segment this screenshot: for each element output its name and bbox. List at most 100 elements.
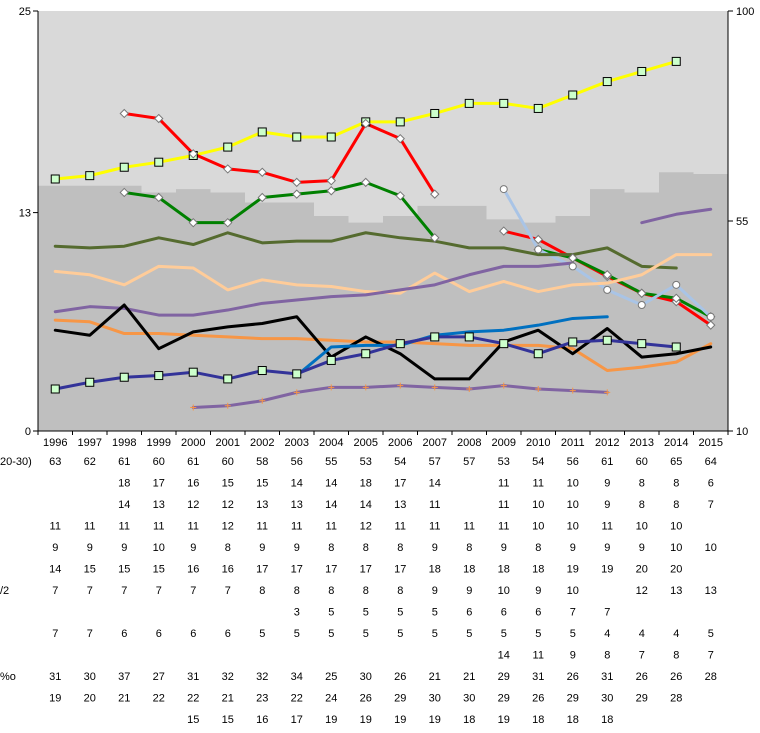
- table-cell: 29: [394, 693, 406, 705]
- table-cell: 10: [532, 521, 544, 533]
- data-point-s12: [397, 382, 404, 389]
- table-cell: 9: [466, 585, 472, 597]
- data-point-s1: [533, 103, 543, 113]
- table-cell: 17: [291, 714, 303, 726]
- table-cell: 9: [501, 542, 507, 554]
- y-left-tick-label: 0: [25, 426, 31, 438]
- table-cell: 12: [360, 521, 372, 533]
- table-cell: 15: [187, 714, 199, 726]
- table-cell: 21: [463, 671, 475, 683]
- table-cell: 19: [360, 714, 372, 726]
- data-point-s2: [706, 320, 716, 330]
- data-point-s4: [499, 185, 508, 194]
- data-point-s2: [188, 149, 198, 159]
- table-cell: 22: [291, 693, 303, 705]
- data-point-s11: [602, 335, 612, 345]
- x-tick-label: 2002: [250, 437, 274, 449]
- table-cell: 5: [432, 628, 438, 640]
- table-cell: 20: [84, 693, 96, 705]
- table-cell: 5: [570, 628, 576, 640]
- data-point-s3: [637, 288, 647, 298]
- data-point-s12: [190, 404, 197, 411]
- table-cell: 13: [705, 585, 717, 597]
- table-cell: 60: [636, 456, 648, 468]
- data-point-s1: [292, 132, 302, 142]
- data-point-s2: [533, 234, 543, 245]
- table-cell: 19: [429, 714, 441, 726]
- table-cell: 8: [397, 542, 403, 554]
- table-cell: 8: [466, 542, 472, 554]
- table-cell: 11: [395, 521, 406, 533]
- table-cell: 12: [222, 499, 234, 511]
- table-cell: 8: [225, 542, 231, 554]
- table-cell: 17: [291, 564, 303, 576]
- x-tick-label: 1997: [78, 437, 102, 449]
- table-cell: 60: [222, 456, 234, 468]
- table-cell: 9: [604, 478, 610, 490]
- table-cell: 11: [498, 499, 509, 511]
- table-cell: 19: [567, 564, 579, 576]
- table-cell: 18: [360, 478, 372, 490]
- table-cell: 29: [498, 693, 510, 705]
- table-cell: 18: [429, 564, 441, 576]
- table-cell: 12: [636, 585, 648, 597]
- table-cell: 34: [291, 671, 303, 683]
- table-cell: 30: [429, 693, 441, 705]
- table-cell: 13: [256, 499, 268, 511]
- table-cell: 11: [602, 521, 613, 533]
- table-cell: 8: [604, 650, 610, 662]
- table-cell: 10: [532, 499, 544, 511]
- table-cell: 30: [360, 671, 372, 683]
- x-tick-label: 2014: [664, 437, 688, 449]
- table-cell: 10: [498, 585, 510, 597]
- table-cell: 63: [49, 456, 61, 468]
- table-cell: 19: [49, 693, 61, 705]
- x-tick-label: 2007: [423, 437, 447, 449]
- table-cell: 26: [532, 693, 544, 705]
- y-left-tick-label: 13: [19, 208, 31, 220]
- table-cell: 8: [673, 499, 679, 511]
- table-cell: 14: [360, 499, 372, 511]
- table-cell: 7: [87, 585, 93, 597]
- table-cell: 14: [498, 650, 510, 662]
- x-tick-label: 2012: [595, 437, 619, 449]
- table-cell: 19: [325, 714, 337, 726]
- table-cell: 23: [256, 693, 268, 705]
- table-cell: 16: [222, 564, 234, 576]
- table-cell: 7: [52, 585, 58, 597]
- table-cell: 8: [294, 585, 300, 597]
- table-row-label: /2: [0, 585, 9, 597]
- data-point-s2: [395, 133, 405, 144]
- table-cell: 17: [256, 564, 268, 576]
- table-cell: 17: [153, 478, 165, 490]
- table-cell: 4: [673, 628, 679, 640]
- y-right-tick-label: 100: [736, 6, 754, 18]
- table-cell: 8: [673, 478, 679, 490]
- table-cell: 7: [604, 607, 610, 619]
- table-cell: 9: [121, 542, 127, 554]
- table-cell: 54: [394, 456, 406, 468]
- table-cell: 55: [325, 456, 337, 468]
- table-cell: 11: [498, 521, 509, 533]
- table-cell: 11: [498, 478, 509, 490]
- y-right-tick-label: 55: [736, 216, 748, 228]
- data-point-s11: [292, 369, 302, 379]
- data-point-s12: [604, 389, 611, 396]
- table-cell: 5: [294, 628, 300, 640]
- x-tick-label: 1998: [112, 437, 136, 449]
- table-cell: 6: [121, 628, 127, 640]
- table-cell: 7: [225, 585, 231, 597]
- x-tick-label: 2006: [388, 437, 412, 449]
- table-cell: 6: [156, 628, 162, 640]
- data-point-s3: [361, 177, 371, 188]
- data-point-s12: [362, 384, 369, 391]
- table-cell: 5: [397, 628, 403, 640]
- table-cell: 15: [118, 564, 130, 576]
- table-cell: 62: [84, 456, 96, 468]
- table-cell: 9: [570, 542, 576, 554]
- table-cell: 26: [394, 671, 406, 683]
- table-cell: 3: [294, 607, 300, 619]
- x-tick-label: 2001: [216, 437, 240, 449]
- table-cell: 14: [49, 564, 61, 576]
- data-point-s1: [464, 98, 474, 108]
